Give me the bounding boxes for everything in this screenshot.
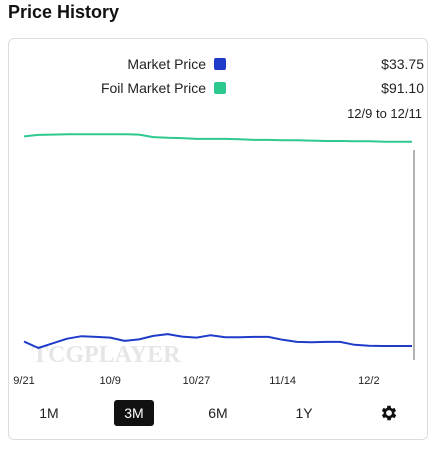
legend-label-market-price: Market Price [127,56,206,72]
legend-value-market-price: $33.75 [381,56,424,72]
range-button-3m[interactable]: 3M [114,400,154,426]
legend-label-foil-market-price: Foil Market Price [100,80,206,96]
x-tick-label: 12/2 [358,375,379,387]
range-button-6m[interactable]: 6M [208,405,228,421]
page-title: Price History [8,2,120,22]
gear-icon[interactable] [379,403,399,423]
series-line-market-price [23,333,412,349]
legend-market-price: Market Price $33.75 [20,54,424,74]
price-chart: TCGPLAYER 9/21 10/9 10/27 11/14 12/2 [13,133,415,387]
x-tick-label: 9/21 [13,375,34,387]
series-line-foil-market-price [23,133,412,143]
range-button-1m[interactable]: 1M [39,405,59,421]
legend-swatch-market-price [214,58,226,70]
legend-foil-market-price: Foil Market Price $91.10 [20,78,424,98]
legend-value-foil-market-price: $91.10 [381,80,424,96]
watermark-text: TCGPLAYER [32,342,181,368]
time-range-selector: 1M 3M 6M 1Y [0,400,438,426]
range-button-1y[interactable]: 1Y [295,405,313,421]
price-history-card [8,38,428,440]
x-tick-label: 10/9 [100,375,121,387]
x-tick-label: 10/27 [183,375,211,387]
x-tick-label: 11/14 [269,375,296,387]
legend-swatch-foil-market-price [214,82,226,94]
date-range-label: 12/9 to 12/11 [347,106,422,121]
